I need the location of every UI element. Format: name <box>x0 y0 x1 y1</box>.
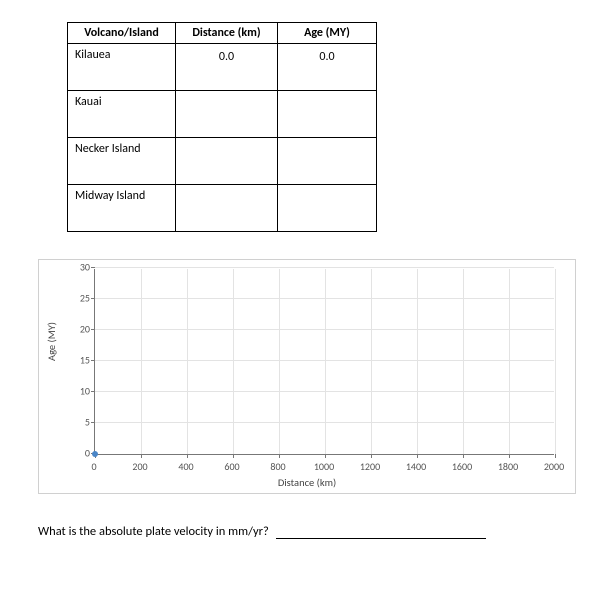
table-row: Kilauea0.00.0 <box>68 44 377 91</box>
y-tick-label: 10 <box>68 385 90 398</box>
age-distance-chart: Age (MY) Distance (km) 02004006008001000… <box>38 259 576 494</box>
x-tick-label: 0 <box>91 460 96 473</box>
x-tick-label: 1800 <box>498 460 518 473</box>
x-axis-label: Distance (km) <box>39 476 575 489</box>
cell-island: Necker Island <box>68 138 176 185</box>
cell-island: Kauai <box>68 91 176 138</box>
y-tick-label: 25 <box>68 292 90 305</box>
table-body: Kilauea0.00.0KauaiNecker IslandMidway Is… <box>68 44 377 232</box>
x-tick-label: 1200 <box>360 460 380 473</box>
cell-age <box>278 185 377 232</box>
cell-distance: 0.0 <box>176 44 278 91</box>
y-tick-label: 0 <box>68 447 90 460</box>
table-row: Midway Island <box>68 185 377 232</box>
table-row: Kauai <box>68 91 377 138</box>
cell-distance <box>176 91 278 138</box>
x-tick-label: 800 <box>270 460 285 473</box>
header-age: Age (MY) <box>278 23 377 44</box>
cell-distance <box>176 138 278 185</box>
x-tick-label: 200 <box>132 460 147 473</box>
y-tick-label: 5 <box>68 416 90 429</box>
question-text: What is the absolute plate velocity in m… <box>38 524 583 539</box>
cell-island: Midway Island <box>68 185 176 232</box>
plot-area <box>94 269 554 455</box>
y-tick-label: 30 <box>68 261 90 274</box>
cell-age <box>278 91 377 138</box>
cell-island: Kilauea <box>68 44 176 91</box>
answer-blank[interactable] <box>276 538 486 539</box>
x-tick-label: 1600 <box>452 460 472 473</box>
x-tick-label: 600 <box>224 460 239 473</box>
table-row: Necker Island <box>68 138 377 185</box>
volcano-data-table: Volcano/Island Distance (km) Age (MY) Ki… <box>67 22 377 232</box>
cell-age <box>278 138 377 185</box>
y-axis-label: Age (MY) <box>45 322 58 361</box>
y-tick-label: 15 <box>68 354 90 367</box>
cell-distance <box>176 185 278 232</box>
x-tick-label: 1400 <box>406 460 426 473</box>
data-point <box>92 451 98 457</box>
question-label: What is the absolute plate velocity in m… <box>38 524 269 539</box>
header-distance: Distance (km) <box>176 23 278 44</box>
y-tick-label: 20 <box>68 323 90 336</box>
header-island: Volcano/Island <box>68 23 176 44</box>
x-tick-label: 400 <box>178 460 193 473</box>
x-tick-label: 1000 <box>314 460 334 473</box>
cell-age: 0.0 <box>278 44 377 91</box>
x-tick-label: 2000 <box>544 460 564 473</box>
